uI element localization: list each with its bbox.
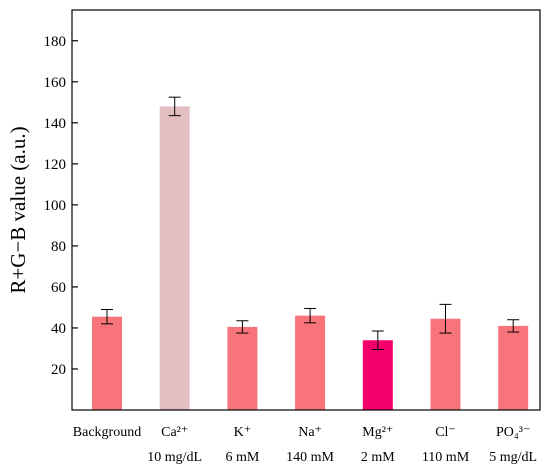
category-label-4: Mg²⁺ xyxy=(362,425,393,440)
y-axis-label: R+G−B value (a.u.) xyxy=(6,126,30,293)
category-label-0: Background xyxy=(73,425,141,440)
bar-5 xyxy=(430,318,461,410)
bar-0 xyxy=(92,316,122,410)
category-sublabel-5: 110 mM xyxy=(422,450,470,465)
y-tick-label: 20 xyxy=(51,362,66,378)
y-tick-label: 60 xyxy=(51,280,66,296)
y-tick-label: 180 xyxy=(44,34,67,50)
bar-1 xyxy=(159,106,190,411)
y-tick-label: 100 xyxy=(44,198,67,214)
bar-6 xyxy=(498,325,529,410)
bar-3 xyxy=(295,315,326,410)
x-labels-group: Background Ca²⁺ 10 mg/dL K⁺ 6 mM Na⁺ 140 mM Mg²… xyxy=(73,425,537,465)
category-label-2: K⁺ xyxy=(234,425,252,440)
y-tick-label: 80 xyxy=(51,239,66,255)
category-sublabel-4: 2 mM xyxy=(361,450,395,465)
category-label-5: Cl⁻ xyxy=(435,425,456,440)
y-tick-label: 160 xyxy=(44,75,67,91)
category-sublabel-1: 10 mg/dL xyxy=(147,450,202,465)
bars-group xyxy=(92,106,529,411)
bar-4 xyxy=(362,340,393,410)
axes-group xyxy=(71,9,541,411)
category-sublabel-3: 140 mM xyxy=(286,450,334,465)
y-tick-label: 140 xyxy=(44,116,67,132)
category-label-6: PO₄³⁻ xyxy=(496,425,530,440)
category-label-1: Ca²⁺ xyxy=(161,425,188,440)
category-label-3: Na⁺ xyxy=(298,425,322,440)
bar-2 xyxy=(227,326,258,410)
category-sublabel-2: 6 mM xyxy=(225,450,259,465)
y-ticks-group: 20 40 60 80 100 120 140 160 180 xyxy=(44,34,78,378)
category-sublabel-6: 5 mg/dL xyxy=(489,450,537,465)
y-tick-label: 120 xyxy=(44,157,67,173)
plot-frame xyxy=(71,9,541,411)
error-bars-group xyxy=(101,96,520,350)
y-tick-label: 40 xyxy=(51,321,66,337)
